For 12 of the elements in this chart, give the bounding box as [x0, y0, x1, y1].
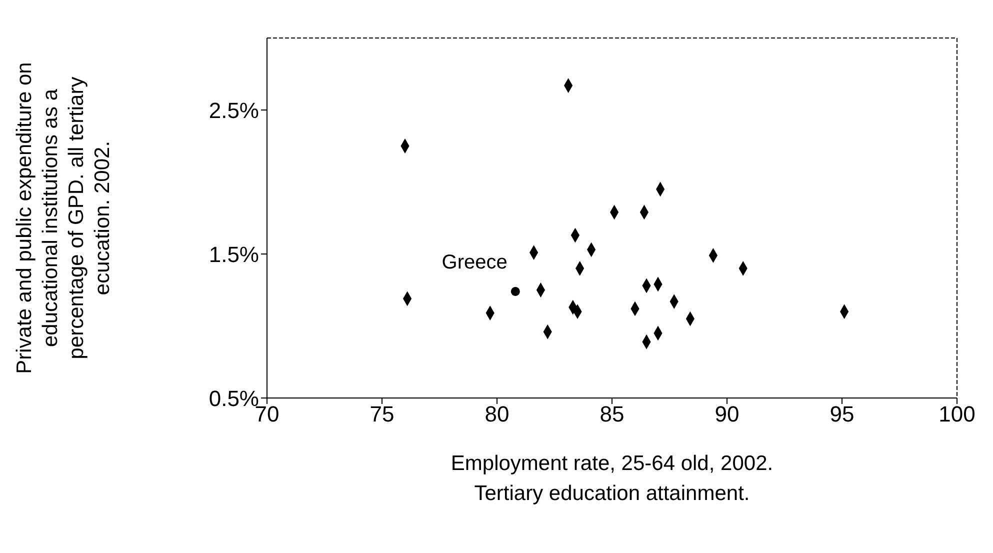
annotation: Greece	[442, 252, 508, 274]
x-tick-label: 95	[830, 402, 854, 427]
x-tick-label: 90	[714, 402, 740, 427]
x-tick-label: 85	[600, 402, 624, 427]
y-axis-title: Private and public expenditure on educational institutions as a percentage of GPD. all tertiary ecucation. 2002.	[13, 62, 114, 374]
point	[510, 286, 520, 296]
y-tick-label: 2.5%	[208, 98, 259, 123]
x-tick-label: 100	[938, 402, 976, 427]
x-axis-title: Employment rate, 25-64 old, 2002. Tertiary education attainment.	[450, 452, 774, 505]
x-tick-label: 80	[484, 402, 510, 427]
y-tick-label: 1.5%	[208, 242, 259, 267]
x-tick-label: 75	[370, 402, 394, 427]
